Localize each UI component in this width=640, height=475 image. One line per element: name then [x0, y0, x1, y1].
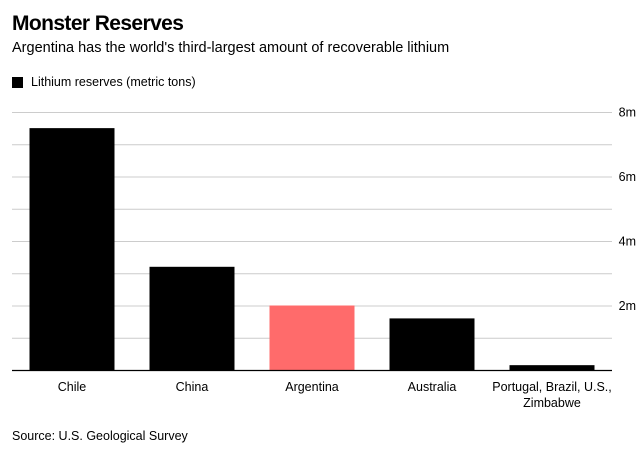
x-tick-label-4: Portugal, Brazil, U.S., Zimbabwe	[492, 380, 612, 410]
x-tick-label-1: China	[176, 380, 209, 394]
chart-subtitle: Argentina has the world's third-largest …	[12, 40, 450, 56]
bar-1	[149, 266, 235, 370]
source-note: Source: U.S. Geological Survey	[12, 429, 188, 443]
x-tick-label-2: Argentina	[285, 380, 339, 394]
y-tick-label-0: 2m	[619, 299, 636, 313]
bar-4	[509, 365, 595, 370]
y-tick-label-3: 8m	[619, 106, 636, 120]
bar-0	[29, 128, 115, 370]
bar-3	[389, 318, 475, 370]
labels: 2m 4m 6m 8m Chile China Argentina Australia Port…	[58, 106, 636, 411]
legend-swatch	[12, 76, 23, 88]
legend: Lithium reserves (metric tons)	[12, 74, 196, 90]
chart-title: Monster Reserves	[12, 12, 184, 35]
bars	[29, 128, 595, 370]
bar-2	[269, 305, 355, 370]
y-tick-label-1: 4m	[619, 235, 636, 249]
x-tick-label-3: Australia	[408, 380, 457, 394]
x-tick-label-0: Chile	[58, 380, 87, 394]
legend-label: Lithium reserves (metric tons)	[31, 75, 196, 89]
y-tick-label-2: 6m	[619, 170, 636, 184]
